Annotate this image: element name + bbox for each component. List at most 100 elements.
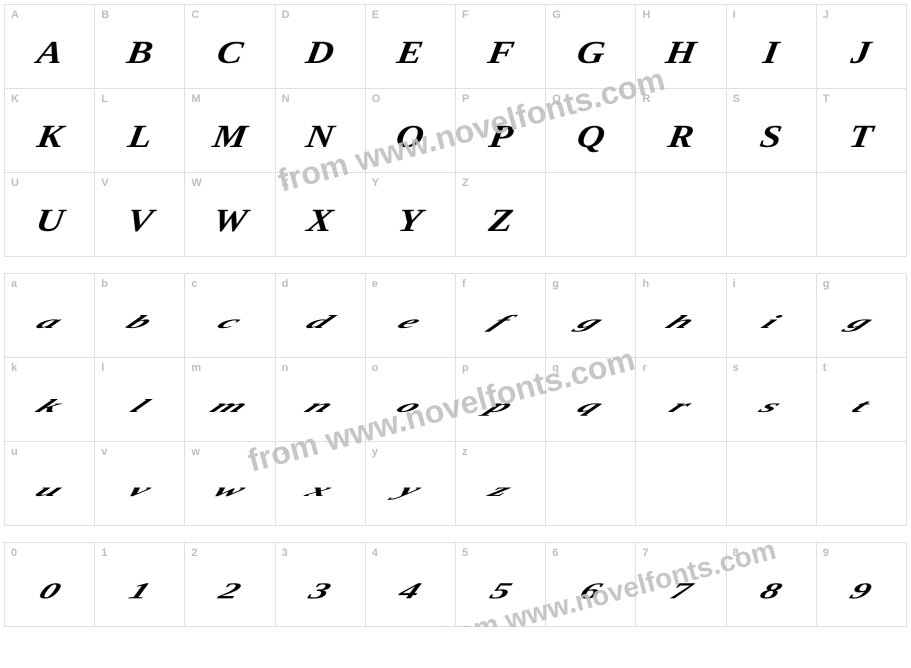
glyph: 8 bbox=[757, 580, 786, 603]
cell-label: M bbox=[191, 93, 201, 105]
glyph-cell-N: NN bbox=[276, 89, 366, 173]
cell-label: S bbox=[733, 93, 741, 105]
glyph-cell-6: 66 bbox=[546, 543, 636, 627]
glyph: g bbox=[842, 313, 881, 331]
cell-label: G bbox=[552, 9, 561, 21]
glyph-cell-w: ww bbox=[185, 442, 275, 526]
glyph: E bbox=[395, 37, 426, 69]
empty-cell bbox=[817, 173, 907, 257]
glyph-cell-Q: QQ bbox=[546, 89, 636, 173]
glyph: 4 bbox=[396, 580, 425, 603]
glyph-cell-E: EE bbox=[366, 5, 456, 89]
glyph: 9 bbox=[847, 580, 876, 603]
glyph-cell-9: 99 bbox=[817, 543, 907, 627]
glyph-cell-H: HH bbox=[636, 5, 726, 89]
section-digits: 00112233445566778899 bbox=[4, 542, 907, 627]
glyph: v bbox=[122, 481, 158, 499]
glyph: m bbox=[205, 397, 255, 415]
glyph-cell-o: oo bbox=[366, 358, 456, 442]
cell-label: t bbox=[823, 362, 827, 374]
glyph-cell-n: nn bbox=[276, 358, 366, 442]
cell-label: I bbox=[733, 9, 737, 21]
cell-label: B bbox=[101, 9, 109, 21]
cell-label: H bbox=[642, 9, 650, 21]
glyph-cell-P: PP bbox=[456, 89, 546, 173]
glyph-cell-i: ii bbox=[727, 274, 817, 358]
cell-label: o bbox=[372, 362, 379, 374]
glyph-cell-b: bb bbox=[95, 274, 185, 358]
empty-cell bbox=[636, 173, 726, 257]
glyph: K bbox=[34, 121, 65, 153]
glyph: U bbox=[33, 205, 66, 237]
cell-label: x bbox=[282, 446, 289, 458]
glyph: T bbox=[847, 121, 876, 153]
glyph-cell-m: mm bbox=[185, 358, 275, 442]
glyph: o bbox=[391, 397, 430, 415]
glyph: S bbox=[758, 121, 784, 153]
glyph-cell-v: vv bbox=[95, 442, 185, 526]
cell-label: 7 bbox=[642, 547, 649, 559]
empty-cell bbox=[546, 442, 636, 526]
glyph-cell-s: ss bbox=[727, 358, 817, 442]
glyph: 1 bbox=[125, 580, 154, 603]
cell-label: e bbox=[372, 278, 379, 290]
cell-label: a bbox=[11, 278, 18, 290]
cell-label: 0 bbox=[11, 547, 18, 559]
cell-label: y bbox=[372, 446, 379, 458]
cell-label: F bbox=[462, 9, 469, 21]
cell-label: 4 bbox=[372, 547, 379, 559]
cell-label: k bbox=[11, 362, 18, 374]
glyph-cell-a: aa bbox=[5, 274, 95, 358]
cell-label: l bbox=[101, 362, 105, 374]
cell-label: E bbox=[372, 9, 380, 21]
glyph: Z bbox=[486, 205, 515, 237]
cell-label: b bbox=[101, 278, 108, 290]
glyph-cell-3: 33 bbox=[276, 543, 366, 627]
glyph-cell-T: TT bbox=[817, 89, 907, 173]
glyph: P bbox=[486, 121, 515, 153]
glyph: q bbox=[571, 397, 610, 415]
glyph: Q bbox=[574, 121, 607, 153]
glyph: l bbox=[125, 397, 155, 415]
cell-label: q bbox=[552, 362, 559, 374]
glyph-cell-z: zz bbox=[456, 442, 546, 526]
glyph: y bbox=[392, 481, 428, 499]
cell-label: R bbox=[642, 93, 650, 105]
cell-label: P bbox=[462, 93, 470, 105]
cell-label: 1 bbox=[101, 547, 108, 559]
cell-label: n bbox=[282, 362, 289, 374]
glyph-cell-r: rr bbox=[636, 358, 726, 442]
glyph: B bbox=[124, 37, 155, 69]
glyph: i bbox=[756, 313, 786, 331]
glyph-cell-2: 22 bbox=[185, 543, 275, 627]
glyph-cell-k: kk bbox=[5, 358, 95, 442]
glyph: G bbox=[574, 37, 607, 69]
glyph-cell-t: tt bbox=[817, 358, 907, 442]
cell-label: h bbox=[642, 278, 649, 290]
glyph: 6 bbox=[576, 580, 605, 603]
glyph-cell-J: JJ bbox=[817, 5, 907, 89]
glyph-cell-q: qq bbox=[546, 358, 636, 442]
glyph: O bbox=[394, 121, 427, 153]
glyph: e bbox=[392, 313, 428, 331]
glyph: w bbox=[207, 481, 252, 499]
glyph-cell-y: yy bbox=[366, 442, 456, 526]
glyph: Y bbox=[396, 205, 425, 237]
cell-label: 9 bbox=[823, 547, 830, 559]
cell-label: T bbox=[823, 93, 830, 105]
glyph: M bbox=[210, 121, 249, 153]
glyph-cell-S: SS bbox=[727, 89, 817, 173]
cell-label: r bbox=[642, 362, 647, 374]
glyph: D bbox=[304, 37, 337, 69]
glyph: V bbox=[124, 205, 155, 237]
glyph-cell-f: ff bbox=[456, 274, 546, 358]
glyph: L bbox=[126, 121, 155, 153]
glyph: A bbox=[34, 37, 65, 69]
glyph-cell-g: gg bbox=[546, 274, 636, 358]
cell-label: J bbox=[823, 9, 830, 21]
glyph-cell-R: RR bbox=[636, 89, 726, 173]
glyph-cell-h: hh bbox=[636, 274, 726, 358]
glyph: n bbox=[300, 397, 341, 415]
glyph-cell-Y: YY bbox=[366, 173, 456, 257]
empty-cell bbox=[727, 173, 817, 257]
